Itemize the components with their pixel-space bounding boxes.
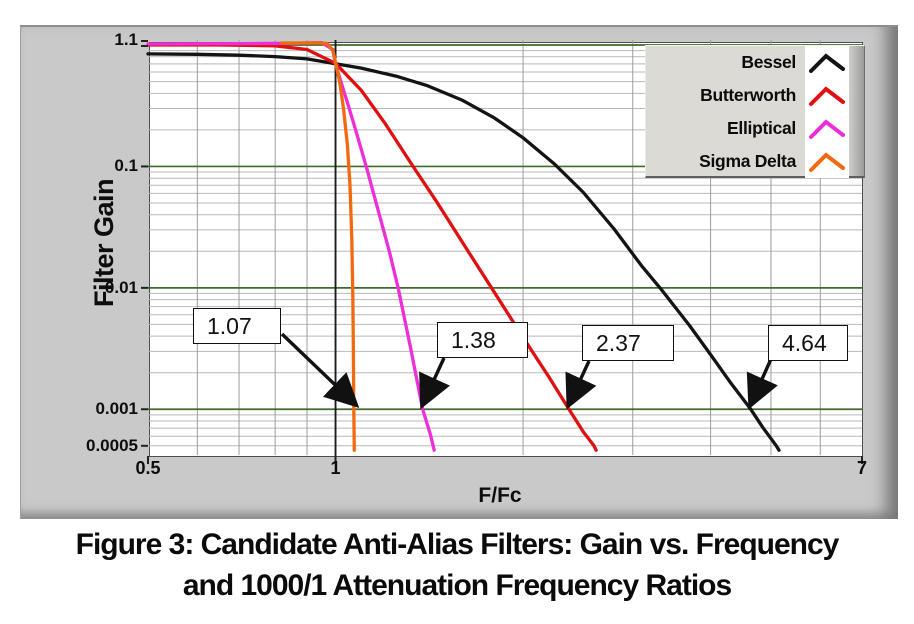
x-axis-title: F/Fc <box>478 484 522 507</box>
legend-item-sigma-delta[interactable]: Sigma Delta <box>646 145 849 178</box>
legend-sample <box>805 46 849 79</box>
callout-box-1.38: 1.38 <box>437 322 528 358</box>
chevron-line-icon <box>809 118 845 139</box>
caption-line-1: Figure 3: Candidate Anti-Alias Filters: … <box>75 528 840 561</box>
callout-box-4.64: 4.64 <box>768 325 848 361</box>
legend-label: Elliptical <box>727 118 796 138</box>
figure-caption: Figure 3: Candidate Anti-Alias Filters: … <box>0 524 914 606</box>
x-tick-label-7: 7 <box>856 458 867 478</box>
chevron-line-icon <box>809 85 845 106</box>
x-tick-label-1: 1 <box>330 458 341 478</box>
callout-arrow <box>565 360 597 410</box>
y-tick-label-1.1: 1.1 <box>114 30 138 49</box>
callout-box-2.37: 2.37 <box>582 325 674 361</box>
series-elliptical <box>146 41 436 452</box>
caption-line-2: and 1000/1 Attenuation Frequency Ratios <box>182 569 732 602</box>
legend-item-elliptical[interactable]: Elliptical <box>646 112 849 145</box>
y-tick-label-0.001: 0.001 <box>95 399 138 419</box>
callout-arrow <box>746 358 778 410</box>
legend-sample <box>805 79 849 112</box>
callout-arrow <box>280 332 360 408</box>
callout-box-1.07: 1.07 <box>193 308 281 344</box>
y-tick-label-0.1: 0.1 <box>114 156 138 176</box>
chevron-line-icon <box>809 151 845 172</box>
legend-sample <box>805 145 849 178</box>
series-butterworth <box>146 43 598 452</box>
legend-sample <box>805 112 849 145</box>
legend-label: Sigma Delta <box>699 151 796 171</box>
series-bessel <box>146 52 781 452</box>
legend-item-butterworth[interactable]: Butterworth <box>646 79 849 112</box>
legend-label: Bessel <box>741 52 796 72</box>
y-tick-label-0.0005: 0.0005 <box>86 435 138 455</box>
legend-item-bessel[interactable]: Bessel <box>646 46 849 79</box>
x-tick-label-0.5: 0.5 <box>135 458 161 478</box>
chevron-line-icon <box>809 52 845 73</box>
callout-arrow <box>419 357 450 410</box>
y-tick-label-0.01: 0.01 <box>104 277 138 297</box>
y-axis-title: Filter Gain <box>89 178 119 308</box>
plot-legend: Bessel Butterworth Elliptical Sigma Delta <box>645 45 865 178</box>
legend-label: Butterworth <box>700 85 796 105</box>
series-sigma-delta <box>280 41 356 452</box>
